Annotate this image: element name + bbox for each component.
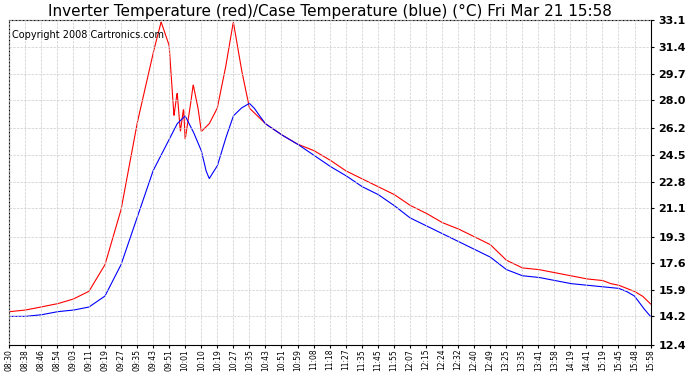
Text: Copyright 2008 Cartronics.com: Copyright 2008 Cartronics.com (12, 30, 164, 40)
Title: Inverter Temperature (red)/Case Temperature (blue) (°C) Fri Mar 21 15:58: Inverter Temperature (red)/Case Temperat… (48, 4, 611, 19)
